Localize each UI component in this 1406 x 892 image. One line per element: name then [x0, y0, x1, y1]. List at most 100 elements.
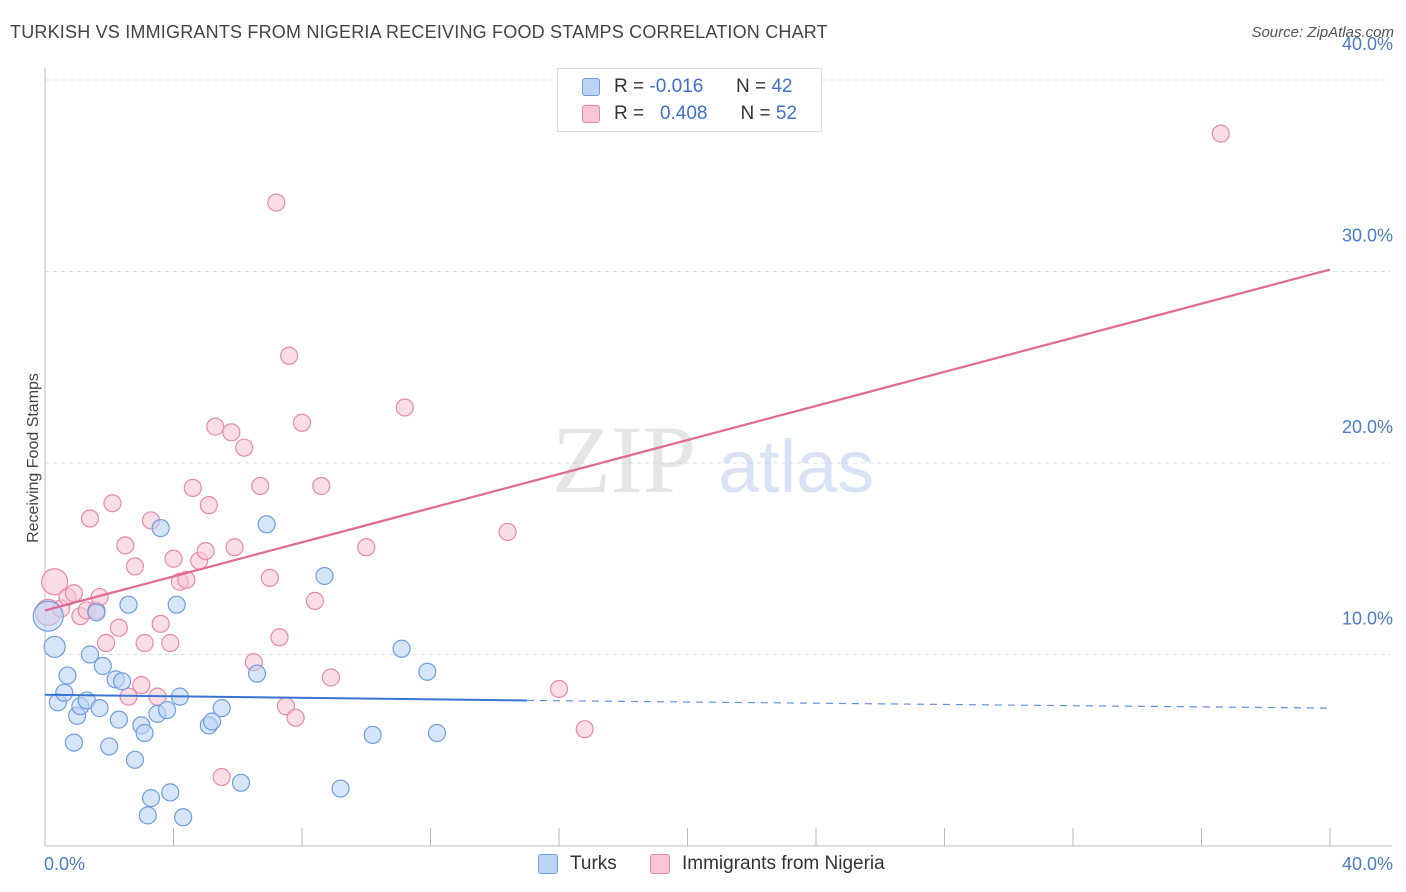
chart-title: TURKISH VS IMMIGRANTS FROM NIGERIA RECEI… [10, 22, 828, 42]
data-point-nigeria [80, 509, 100, 528]
data-point-turks [125, 750, 145, 769]
data-point-nigeria [96, 633, 116, 653]
data-point-nigeria [235, 438, 254, 457]
data-point-turks [212, 699, 231, 718]
data-point-nigeria [164, 549, 183, 568]
data-point-nigeria [177, 570, 196, 589]
legend-n-value: 52 [775, 103, 798, 124]
data-point-nigeria [125, 557, 145, 576]
legend-swatch-nigeria [582, 105, 600, 123]
data-point-nigeria [183, 478, 202, 497]
gridlines [45, 79, 1390, 655]
data-point-turks [315, 566, 334, 586]
trend-line-turks [44, 693, 527, 702]
legend-r-label: R = [614, 76, 645, 97]
data-point-turks [427, 723, 447, 743]
data-point-turks [418, 662, 437, 681]
trend-lines [44, 268, 1331, 709]
data-point-nigeria [212, 767, 231, 787]
data-point-nigeria [312, 476, 331, 496]
data-point-turks [112, 672, 132, 691]
data-point-nigeria [321, 668, 341, 687]
bottom-legend-swatch-nigeria [650, 854, 670, 874]
source-label: Source: ZipAtlas.com [1251, 24, 1394, 41]
data-point-turks [80, 645, 100, 664]
data-point-turks [157, 700, 177, 720]
legend-n-label: N = [740, 103, 771, 124]
axes [44, 68, 1392, 847]
watermark: ZIP atlas [552, 406, 874, 513]
data-point-nigeria [132, 676, 151, 695]
watermark-zip: ZIP [552, 406, 696, 513]
legend-n-label: N = [735, 76, 767, 97]
data-point-turks [363, 725, 382, 745]
data-point-nigeria [251, 476, 270, 496]
data-point-turks [247, 664, 267, 683]
data-point-turks [135, 723, 154, 743]
data-point-turks [141, 789, 161, 808]
y-tick-label: 30.0% [1342, 226, 1393, 246]
data-point-nigeria [161, 633, 180, 653]
data-point-nigeria [222, 423, 241, 442]
x-tick-label: 40.0% [1342, 854, 1393, 874]
data-point-nigeria [41, 568, 69, 596]
data-point-turks [43, 635, 66, 658]
series-nigeria-points [34, 124, 1230, 787]
data-point-nigeria [225, 538, 244, 557]
data-point-nigeria [64, 584, 84, 603]
data-point-nigeria [196, 541, 215, 561]
data-point-turks [109, 710, 128, 729]
data-point-nigeria [575, 720, 594, 739]
y-tick-label: 10.0% [1342, 609, 1393, 629]
trend-line-turks-extrapolated [526, 699, 1331, 709]
data-point-nigeria [151, 614, 170, 633]
legend-n-value: 42 [771, 76, 793, 97]
y-tick-label: 20.0% [1342, 417, 1393, 437]
data-point-turks [174, 808, 193, 827]
data-point-nigeria [280, 346, 299, 365]
data-point-nigeria [199, 496, 218, 515]
data-point-nigeria [135, 633, 154, 653]
bottom-legend-label-turks: Turks [570, 853, 617, 874]
data-point-nigeria [109, 618, 128, 637]
data-point-turks [100, 737, 119, 756]
bottom-legend-nigeria: Immigrants from Nigeria [650, 853, 885, 875]
data-point-nigeria [270, 628, 289, 647]
data-point-turks [87, 603, 106, 622]
tick-labels: 10.0% 20.0% 30.0% 40.0% 0.0% 40.0% [44, 34, 1393, 874]
data-point-nigeria [267, 193, 286, 212]
data-point-nigeria [357, 538, 376, 557]
data-point-nigeria [395, 398, 414, 417]
data-point-turks [90, 699, 109, 718]
data-point-nigeria [292, 413, 312, 432]
data-point-nigeria [116, 536, 135, 555]
legend-row-turks: R = -0.016 N = 42 [582, 75, 792, 99]
data-point-nigeria [103, 494, 122, 513]
data-point-nigeria [286, 708, 305, 727]
watermark-atlas: atlas [718, 425, 874, 508]
data-point-turks [64, 733, 84, 752]
y-tick-label: 40.0% [1342, 34, 1393, 54]
data-point-turks [257, 515, 276, 534]
bottom-legend-turks: Turks [538, 853, 617, 875]
data-point-turks [93, 656, 112, 676]
data-point-nigeria [1211, 124, 1230, 143]
trend-line-nigeria [44, 268, 1331, 612]
data-point-turks [119, 595, 138, 614]
data-point-turks [55, 683, 74, 702]
data-point-turks [151, 519, 170, 538]
data-point-nigeria [498, 522, 517, 542]
data-point-nigeria [260, 568, 279, 588]
legend-r-label: R = [614, 103, 645, 124]
data-point-turks [331, 779, 350, 798]
data-point-nigeria [206, 417, 225, 436]
data-point-turks [231, 773, 251, 792]
legend: R = -0.016 N = 42 R = 0.408 N = 52 [557, 68, 822, 132]
data-point-turks [202, 712, 222, 731]
data-point-turks [167, 595, 186, 614]
data-point-turks [161, 783, 180, 802]
legend-r-value: 0.408 [659, 103, 708, 124]
x-tick-label: 0.0% [44, 854, 85, 874]
data-point-turks [138, 806, 157, 825]
